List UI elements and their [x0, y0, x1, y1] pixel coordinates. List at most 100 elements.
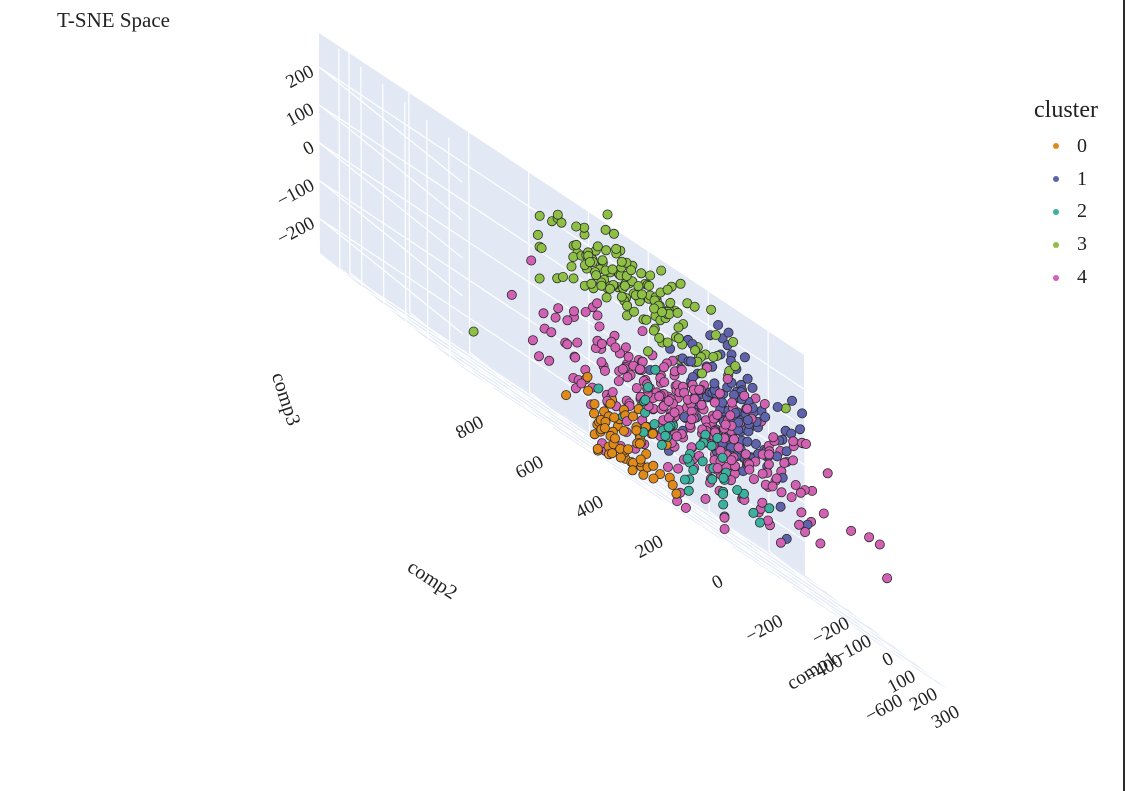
legend-item-cluster-3[interactable]: 3 — [1034, 228, 1120, 261]
data-point-cluster-2[interactable] — [663, 422, 674, 433]
data-point-cluster-4[interactable] — [729, 434, 740, 445]
data-point-cluster-3[interactable] — [611, 243, 622, 254]
data-point-cluster-2[interactable] — [717, 452, 728, 463]
data-point-cluster-3[interactable] — [643, 346, 654, 357]
data-point-cluster-3[interactable] — [609, 228, 620, 239]
data-point-cluster-4[interactable] — [594, 321, 605, 332]
data-point-cluster-1[interactable] — [787, 395, 798, 406]
data-point-cluster-4[interactable] — [788, 455, 799, 466]
data-point-cluster-3[interactable] — [728, 336, 739, 347]
data-point-cluster-2[interactable] — [707, 474, 718, 485]
data-point-cluster-4[interactable] — [538, 308, 549, 319]
data-point-cluster-1[interactable] — [709, 378, 720, 389]
data-point-cluster-3[interactable] — [534, 273, 545, 284]
data-point-cluster-4[interactable] — [757, 497, 768, 508]
data-point-cluster-4[interactable] — [722, 373, 733, 384]
data-point-cluster-4[interactable] — [726, 455, 737, 466]
data-point-cluster-3[interactable] — [597, 255, 608, 266]
data-point-cluster-2[interactable] — [683, 485, 694, 496]
data-point-cluster-4[interactable] — [572, 337, 583, 348]
data-point-cluster-4[interactable] — [663, 395, 674, 406]
data-point-cluster-3[interactable] — [654, 332, 665, 343]
data-point-cluster-4[interactable] — [719, 512, 730, 523]
data-point-cluster-4[interactable] — [794, 519, 805, 530]
data-point-cluster-0[interactable] — [631, 425, 642, 436]
data-point-cluster-4[interactable] — [719, 524, 730, 535]
data-point-cluster-4[interactable] — [846, 525, 857, 536]
data-point-cluster-4[interactable] — [669, 407, 680, 418]
data-point-cluster-1[interactable] — [747, 382, 758, 393]
data-point-cluster-1[interactable] — [772, 401, 783, 412]
data-point-cluster-0[interactable] — [561, 390, 572, 401]
data-point-cluster-0[interactable] — [589, 399, 600, 410]
data-point-cluster-0[interactable] — [634, 438, 645, 449]
data-point-cluster-4[interactable] — [635, 364, 646, 375]
data-point-cluster-1[interactable] — [713, 319, 724, 330]
data-point-cluster-0[interactable] — [592, 443, 603, 454]
data-point-cluster-1[interactable] — [775, 501, 786, 512]
data-point-cluster-3[interactable] — [673, 322, 684, 333]
data-point-cluster-0[interactable] — [667, 479, 678, 490]
data-point-cluster-4[interactable] — [562, 339, 573, 350]
data-point-cluster-3[interactable] — [697, 368, 708, 379]
data-point-cluster-4[interactable] — [596, 357, 607, 368]
data-point-cluster-0[interactable] — [628, 411, 639, 422]
data-point-cluster-3[interactable] — [689, 301, 700, 312]
data-point-cluster-3[interactable] — [636, 268, 647, 279]
data-point-cluster-2[interactable] — [718, 472, 729, 483]
data-point-cluster-4[interactable] — [654, 391, 665, 402]
data-point-cluster-2[interactable] — [748, 507, 759, 518]
data-point-cluster-2[interactable] — [643, 382, 654, 393]
data-point-cluster-4[interactable] — [527, 335, 538, 346]
data-point-cluster-4[interactable] — [739, 390, 750, 401]
data-point-cluster-3[interactable] — [558, 271, 569, 282]
data-point-cluster-3[interactable] — [584, 257, 595, 268]
data-point-cluster-4[interactable] — [796, 507, 807, 518]
data-point-cluster-4[interactable] — [506, 289, 517, 300]
data-point-cluster-4[interactable] — [622, 372, 633, 383]
data-point-cluster-3[interactable] — [600, 224, 611, 235]
data-point-cluster-4[interactable] — [623, 351, 634, 362]
data-point-cluster-4[interactable] — [580, 306, 591, 317]
data-point-cluster-3[interactable] — [596, 280, 607, 291]
data-point-cluster-3[interactable] — [629, 306, 640, 317]
data-point-cluster-3[interactable] — [571, 239, 582, 250]
data-point-cluster-3[interactable] — [605, 283, 616, 294]
data-point-cluster-0[interactable] — [615, 452, 626, 463]
data-point-cluster-0[interactable] — [609, 412, 620, 423]
data-point-cluster-1[interactable] — [742, 436, 753, 447]
data-point-cluster-2[interactable] — [764, 503, 775, 514]
data-point-cluster-1[interactable] — [795, 424, 806, 435]
data-point-cluster-1[interactable] — [750, 438, 761, 449]
data-point-cluster-4[interactable] — [768, 432, 779, 443]
data-point-cluster-1[interactable] — [742, 415, 753, 426]
data-point-cluster-3[interactable] — [616, 291, 627, 302]
data-point-cluster-4[interactable] — [562, 315, 573, 326]
data-point-cluster-4[interactable] — [818, 508, 829, 519]
data-point-cluster-4[interactable] — [659, 362, 670, 373]
data-point-cluster-3[interactable] — [607, 264, 618, 275]
data-point-cluster-4[interactable] — [714, 388, 725, 399]
data-point-cluster-1[interactable] — [739, 352, 750, 363]
data-point-cluster-3[interactable] — [673, 333, 684, 344]
data-point-cluster-4[interactable] — [733, 442, 744, 453]
data-point-cluster-4[interactable] — [700, 493, 711, 504]
data-point-cluster-4[interactable] — [748, 474, 759, 485]
data-point-cluster-4[interactable] — [526, 255, 537, 266]
data-point-cluster-4[interactable] — [725, 410, 736, 421]
data-point-cluster-3[interactable] — [571, 221, 582, 232]
legend-item-cluster-4[interactable]: 4 — [1034, 261, 1120, 294]
data-point-cluster-2[interactable] — [697, 456, 708, 467]
data-point-cluster-4[interactable] — [546, 327, 557, 338]
data-point-cluster-4[interactable] — [815, 538, 826, 549]
data-point-cluster-1[interactable] — [781, 446, 792, 457]
data-point-cluster-0[interactable] — [610, 433, 621, 444]
data-point-cluster-4[interactable] — [759, 398, 770, 409]
data-point-cluster-0[interactable] — [583, 385, 594, 396]
data-point-cluster-0[interactable] — [623, 444, 634, 455]
data-point-cluster-4[interactable] — [534, 351, 545, 362]
data-point-cluster-3[interactable] — [636, 289, 647, 300]
data-point-cluster-4[interactable] — [801, 438, 812, 449]
data-point-cluster-0[interactable] — [605, 398, 616, 409]
